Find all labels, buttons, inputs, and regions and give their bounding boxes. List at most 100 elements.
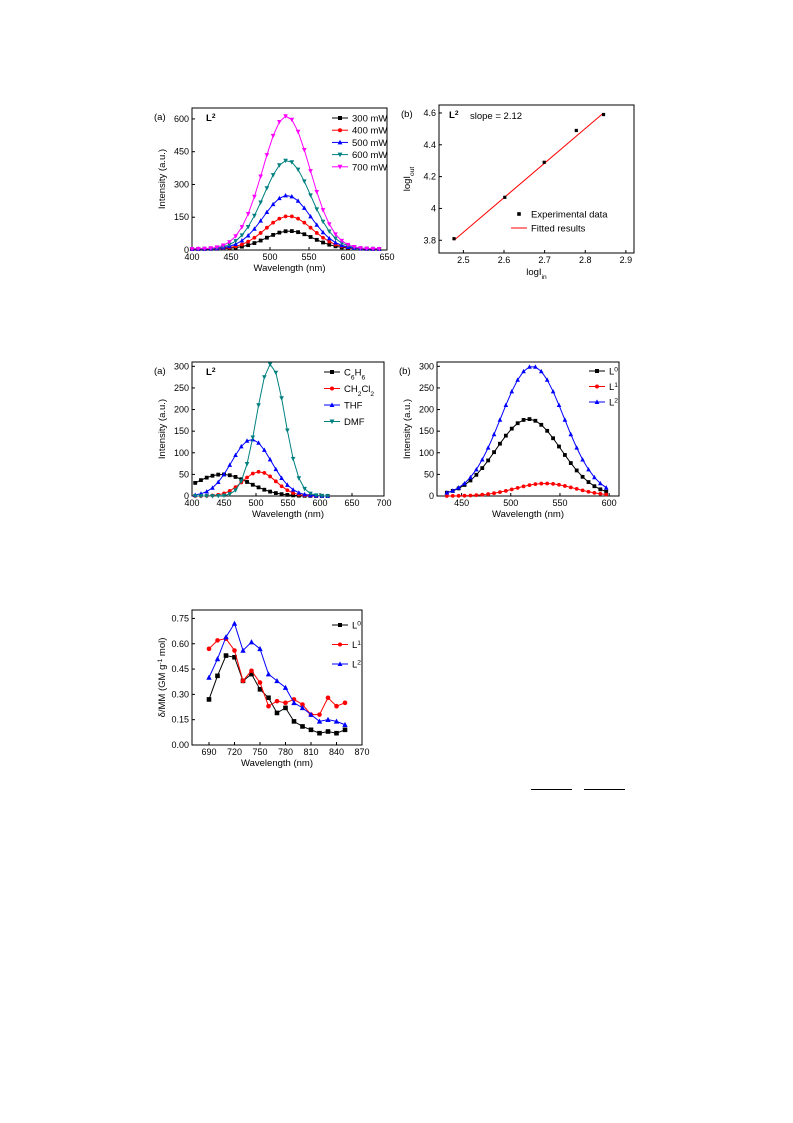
data-point [282, 684, 289, 690]
legend-label-part: C [344, 368, 351, 379]
data-point [364, 246, 370, 252]
y-tick-label: 100 [174, 448, 189, 458]
y-tick-label: 0 [429, 491, 434, 501]
legend-marker [338, 116, 342, 120]
data-point [283, 193, 288, 198]
y-axis-title: Intensity (a.u.) [157, 149, 168, 209]
sample-label-part: 2 [455, 110, 459, 117]
x-tick-label: 650 [344, 498, 359, 508]
data-point [256, 440, 261, 445]
sample-label-part: L [206, 113, 212, 124]
data-point [262, 447, 267, 452]
data-point [302, 179, 307, 184]
data-point [283, 114, 288, 119]
data-point [557, 482, 561, 487]
x-tick-label: 650 [379, 252, 394, 262]
data-point [539, 422, 544, 427]
legend-label-part: L [352, 660, 357, 671]
x-tick-label: 2.9 [620, 255, 633, 265]
data-point [603, 485, 609, 490]
data-point [314, 222, 320, 227]
y-tick-label: 0.30 [171, 689, 189, 699]
data-point [300, 724, 305, 729]
legend-marker [595, 369, 599, 373]
legend-marker [517, 212, 521, 216]
y-axis-title: Intensity (a.u.) [402, 399, 413, 459]
data-point [592, 474, 597, 480]
data-point [239, 238, 245, 243]
data-point [574, 468, 579, 473]
y-tick-label: 250 [174, 383, 189, 393]
data-point [326, 235, 332, 241]
blank-rule-right [584, 789, 625, 790]
chart-solvent-emission: 400 450 500 550 600 650 700 0 50 100 150 200 250 300 W… [154, 361, 392, 520]
y-tick-label: 200 [419, 405, 434, 415]
data-point [283, 214, 288, 219]
data-point [271, 220, 276, 225]
data-point [325, 695, 331, 701]
legend-marker [337, 661, 343, 666]
data-point [257, 687, 263, 692]
data-point [320, 229, 326, 235]
x-axis-title-part: in [542, 274, 547, 281]
legend-label: DMF [344, 417, 365, 428]
data-point [238, 479, 244, 484]
data-point [274, 698, 280, 704]
data-point [248, 639, 255, 645]
data-point [592, 490, 597, 495]
data-point [245, 212, 251, 217]
data-point [233, 234, 238, 239]
data-point [586, 466, 591, 472]
data-point [214, 656, 221, 662]
x-tick-label: 600 [312, 498, 327, 508]
series-line [191, 194, 380, 250]
data-point [265, 671, 272, 677]
legend-label: L2 [352, 659, 361, 671]
data-point [509, 426, 514, 431]
data-point [342, 700, 348, 706]
data-point [215, 479, 221, 485]
data-point [266, 703, 271, 709]
data-point [450, 494, 455, 498]
legend-label-part: L [352, 640, 357, 651]
data-point [321, 235, 325, 240]
legend-label: L1 [352, 640, 361, 652]
data-point [291, 493, 296, 498]
legend-label: 600 mW [352, 150, 387, 161]
data-point [308, 169, 313, 174]
legend-label: 300 mW [352, 114, 387, 125]
data-point [189, 246, 195, 252]
data-point [333, 232, 338, 237]
sample-label-part: 2 [212, 113, 216, 120]
chart-power-dependence: 400 450 500 550 600 650 0 150 300 450 600 Wavelengt… [154, 107, 395, 274]
plot-frame [438, 104, 635, 254]
data-point [562, 417, 568, 422]
data-point [333, 236, 338, 241]
data-point [215, 493, 221, 499]
data-point [206, 674, 212, 680]
y-tick-label: 250 [419, 383, 434, 393]
data-point [327, 239, 332, 244]
x-tick-label: 500 [248, 498, 263, 508]
data-point [245, 224, 251, 230]
data-point [233, 241, 238, 247]
data-point [604, 492, 609, 497]
panel-label: (a) [154, 366, 166, 377]
data-point [215, 638, 220, 643]
data-point [521, 368, 526, 374]
data-point [326, 222, 332, 227]
data-point [538, 368, 544, 374]
data-point [462, 493, 467, 498]
data-point [257, 645, 263, 652]
data-point [270, 201, 276, 207]
data-point [239, 477, 244, 482]
data-point [370, 246, 376, 252]
data-point [498, 490, 502, 495]
data-point [256, 485, 261, 490]
data-point [252, 194, 257, 200]
data-point [283, 158, 288, 164]
y-tick-label: 50 [424, 469, 434, 479]
legend-label: 400 mW [352, 126, 387, 137]
data-point [333, 240, 338, 245]
data-point [544, 377, 550, 382]
